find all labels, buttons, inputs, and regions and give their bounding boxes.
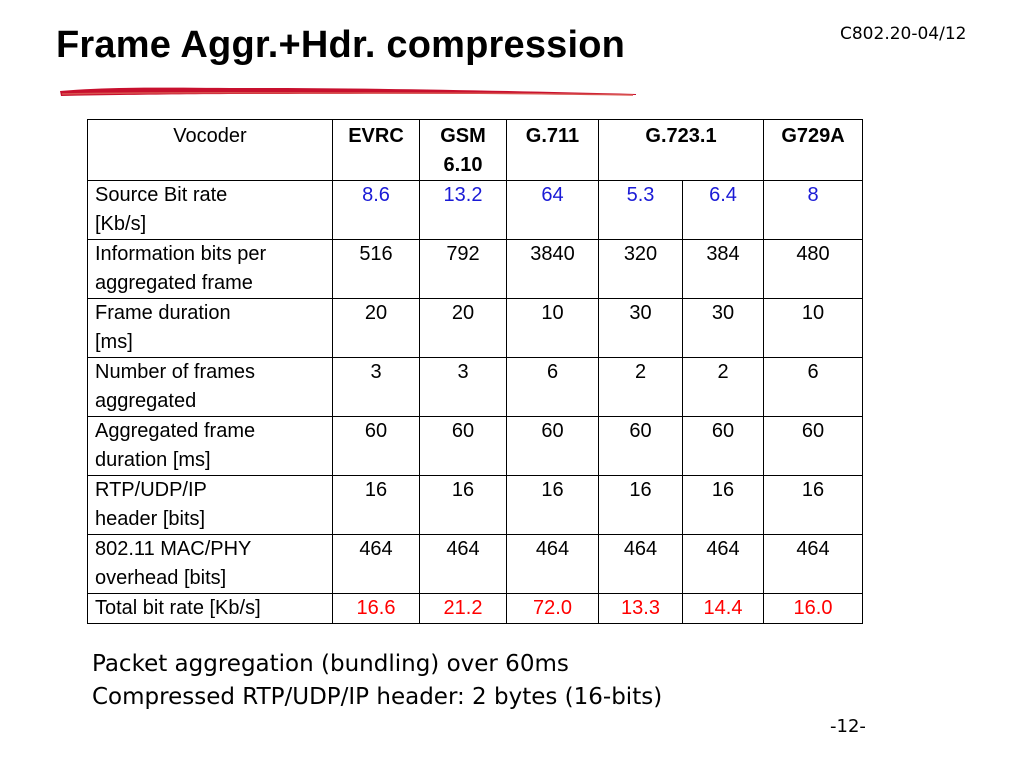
cell-g729a: 16: [763, 475, 863, 535]
header-gsm-line2: 6.10: [443, 154, 483, 176]
row-label-line1: RTP/UDP/IP: [95, 479, 207, 501]
note-line-aggregation: Packet aggregation (bundling) over 60ms: [92, 651, 569, 677]
row-label: RTP/UDP/IP header [bits]: [87, 475, 333, 535]
table-header-row: Vocoder EVRC GSM 6.10 G.711 G.723.1 G729A: [87, 119, 863, 181]
slide-title: Frame Aggr.+Hdr. compression: [56, 24, 626, 66]
row-label-line2: aggregated frame: [95, 272, 253, 294]
cell-gsm: 21.2: [419, 593, 507, 624]
cell-g7231-b: 14.4: [682, 593, 764, 624]
cell-g7231-b: 6.4: [682, 180, 764, 240]
cell-evrc: 464: [332, 534, 420, 594]
cell-g7231-a: 30: [598, 298, 683, 358]
cell-g711: 6: [506, 357, 599, 417]
table-row-aggregated-frame-duration: Aggregated frame duration [ms] 60 60 60 6…: [87, 416, 863, 476]
cell-g7231-b: 30: [682, 298, 764, 358]
vocoder-comparison-table: Vocoder EVRC GSM 6.10 G.711 G.723.1 G729A…: [87, 119, 863, 624]
row-label-line2: aggregated: [95, 390, 197, 412]
row-label-line1: Frame duration: [95, 302, 231, 324]
cell-g729a: 8: [763, 180, 863, 240]
cell-evrc: 60: [332, 416, 420, 476]
cell-g729a: 16.0: [763, 593, 863, 624]
underline-stroke-thin: [61, 92, 634, 96]
row-label: Number of frames aggregated: [87, 357, 333, 417]
cell-g7231-a: 320: [598, 239, 683, 299]
cell-g7231-b: 16: [682, 475, 764, 535]
cell-evrc: 3: [332, 357, 420, 417]
cell-evrc: 8.6: [332, 180, 420, 240]
cell-g729a: 60: [763, 416, 863, 476]
cell-g711: 464: [506, 534, 599, 594]
header-g729a: G729A: [763, 119, 863, 181]
table-row-information-bits: Information bits per aggregated frame 516…: [87, 239, 863, 299]
cell-g7231-a: 2: [598, 357, 683, 417]
slide-notes: Packet aggregation (bundling) over 60ms …: [92, 648, 662, 714]
table-row-rtp-udp-ip-header: RTP/UDP/IP header [bits] 16 16 16 16 16 1…: [87, 475, 863, 535]
cell-g7231-a: 16: [598, 475, 683, 535]
cell-gsm: 60: [419, 416, 507, 476]
cell-gsm: 3: [419, 357, 507, 417]
cell-g711: 16: [506, 475, 599, 535]
cell-g7231-b: 60: [682, 416, 764, 476]
row-label: 802.11 MAC/PHY overhead [bits]: [87, 534, 333, 594]
header-gsm-line1: GSM: [440, 125, 486, 147]
cell-g711: 3840: [506, 239, 599, 299]
cell-evrc: 16.6: [332, 593, 420, 624]
row-label: Information bits per aggregated frame: [87, 239, 333, 299]
header-evrc: EVRC: [332, 119, 420, 181]
cell-gsm: 16: [419, 475, 507, 535]
table-row-frame-duration: Frame duration [ms] 20 20 10 30 30 10: [87, 298, 863, 358]
cell-g729a: 10: [763, 298, 863, 358]
row-label-line1: Aggregated frame: [95, 420, 256, 442]
underline-stroke: [60, 87, 636, 96]
cell-evrc: 16: [332, 475, 420, 535]
row-label-line2: [ms]: [95, 331, 133, 353]
cell-evrc: 20: [332, 298, 420, 358]
header-g711: G.711: [506, 119, 599, 181]
cell-g729a: 6: [763, 357, 863, 417]
cell-g7231-b: 2: [682, 357, 764, 417]
note-line-compression: Compressed RTP/UDP/IP header: 2 bytes (1…: [92, 684, 663, 710]
row-label-line2: overhead [bits]: [95, 567, 227, 589]
cell-evrc: 516: [332, 239, 420, 299]
row-label-line2: [Kb/s]: [95, 213, 147, 235]
cell-g7231-a: 13.3: [598, 593, 683, 624]
row-label-line1: Source Bit rate: [95, 184, 228, 206]
table-row-mac-phy-overhead: 802.11 MAC/PHY overhead [bits] 464 464 46…: [87, 534, 863, 594]
cell-g7231-b: 384: [682, 239, 764, 299]
row-label-line2: header [bits]: [95, 508, 206, 530]
row-label-line2: duration [ms]: [95, 449, 211, 471]
row-label: Aggregated frame duration [ms]: [87, 416, 333, 476]
cell-g7231-a: 464: [598, 534, 683, 594]
row-label: Frame duration [ms]: [87, 298, 333, 358]
cell-g729a: 464: [763, 534, 863, 594]
table-row-source-bit-rate: Source Bit rate [Kb/s] 8.6 13.2 64 5.3 6.…: [87, 180, 863, 240]
table-row-number-of-frames: Number of frames aggregated 3 3 6 2 2 6: [87, 357, 863, 417]
table-row-total-bit-rate: Total bit rate [Kb/s] 16.6 21.2 72.0 13.…: [87, 593, 863, 624]
cell-g7231-a: 60: [598, 416, 683, 476]
cell-g7231-a: 5.3: [598, 180, 683, 240]
cell-g711: 10: [506, 298, 599, 358]
cell-gsm: 20: [419, 298, 507, 358]
row-label: Total bit rate [Kb/s]: [87, 593, 333, 624]
row-label-line1: 802.11 MAC/PHY: [95, 538, 252, 560]
page-number: -12-: [830, 716, 866, 737]
header-g7231: G.723.1: [598, 119, 764, 181]
cell-g711: 64: [506, 180, 599, 240]
row-label-line1: Information bits per: [95, 243, 267, 265]
cell-g711: 60: [506, 416, 599, 476]
cell-g711: 72.0: [506, 593, 599, 624]
cell-gsm: 13.2: [419, 180, 507, 240]
cell-g729a: 480: [763, 239, 863, 299]
document-id: C802.20-04/12: [840, 24, 967, 44]
title-underline-brushstroke: [60, 87, 636, 96]
header-vocoder: Vocoder: [87, 119, 333, 181]
cell-g7231-b: 464: [682, 534, 764, 594]
row-label: Source Bit rate [Kb/s]: [87, 180, 333, 240]
cell-gsm: 792: [419, 239, 507, 299]
cell-gsm: 464: [419, 534, 507, 594]
header-gsm: GSM 6.10: [419, 119, 507, 181]
row-label-line1: Number of frames: [95, 361, 256, 383]
